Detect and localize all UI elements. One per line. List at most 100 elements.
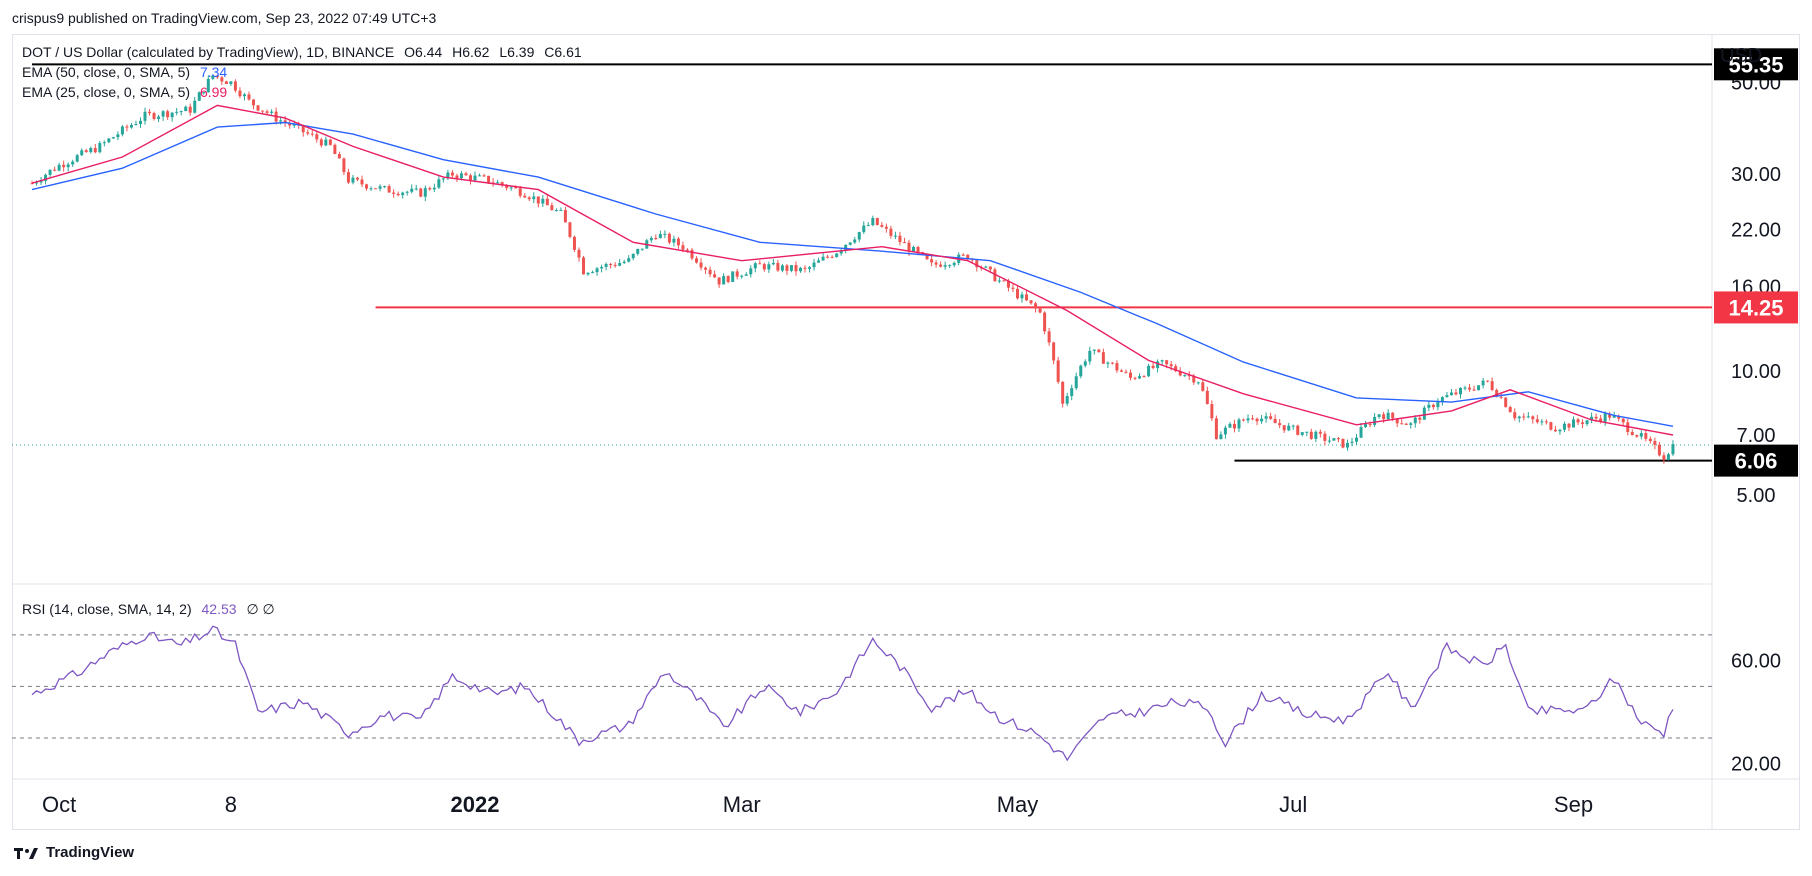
ema25-label: EMA (25, close, 0, SMA, 5): [22, 84, 191, 100]
time-tick-label: Jul: [1279, 792, 1307, 817]
candle-body: [744, 274, 748, 276]
candle-body: [1499, 396, 1503, 398]
price-pane[interactable]: [12, 63, 1712, 464]
candle-body: [35, 182, 39, 184]
candle-body: [663, 233, 667, 235]
candle-body: [853, 239, 857, 243]
candle-body: [934, 262, 938, 265]
candle-body: [66, 164, 70, 168]
candle-body: [952, 262, 956, 266]
candle-body: [550, 205, 554, 211]
ema25-line[interactable]: [31, 104, 1674, 436]
rsi-value: 42.53: [201, 601, 237, 617]
candle-body: [1323, 433, 1327, 441]
candle-body: [387, 186, 391, 193]
candle-body: [1138, 376, 1142, 379]
candle-body: [523, 195, 527, 198]
candle-body: [116, 134, 120, 138]
time-tick-label: Mar: [723, 792, 761, 817]
candle-body: [572, 236, 576, 250]
candle-body: [1373, 416, 1377, 425]
candle-body: [1359, 427, 1363, 438]
candle-body: [1043, 312, 1047, 332]
candle-body: [107, 138, 111, 143]
footer-brand[interactable]: TradingView: [14, 844, 134, 861]
ema25-legend[interactable]: EMA (25, close, 0, SMA, 5) 6.99: [22, 83, 227, 101]
candle-body: [627, 258, 631, 262]
candle-body: [175, 111, 179, 113]
candle-body: [699, 262, 703, 268]
candle-body: [826, 256, 830, 258]
candle-body: [1409, 423, 1413, 425]
level-badge-1[interactable]: [1714, 291, 1798, 324]
candle-body: [1458, 387, 1462, 395]
candle-body: [762, 264, 766, 270]
candle-body: [667, 233, 671, 243]
rsi-legend[interactable]: RSI (14, close, SMA, 14, 2) 42.53 ∅ ∅: [22, 600, 275, 618]
candle-body: [1178, 371, 1182, 376]
candle-body: [1305, 431, 1309, 433]
candle-body: [1427, 404, 1431, 408]
candle-body: [1526, 416, 1530, 418]
candle-body: [365, 184, 369, 189]
candle-body: [211, 75, 215, 79]
candle-body: [346, 172, 350, 183]
candle-body: [1070, 388, 1074, 396]
rsi-pane[interactable]: [12, 625, 1712, 762]
candle-body: [893, 235, 897, 237]
candle-body: [1463, 387, 1467, 389]
candle-body: [1151, 365, 1155, 369]
candle-body: [202, 92, 206, 94]
candle-body: [1128, 372, 1132, 378]
candle-body: [1495, 390, 1499, 397]
candles[interactable]: [30, 75, 1675, 464]
currency-label[interactable]: USD: [1720, 45, 1762, 67]
candle-body: [1621, 418, 1625, 423]
candle-body: [582, 257, 586, 275]
level-badge-0[interactable]: [1714, 48, 1798, 81]
candle-body: [1002, 280, 1006, 282]
level-badge-2[interactable]: [1714, 444, 1798, 477]
candle-body: [1666, 454, 1670, 461]
candle-body: [735, 271, 739, 277]
candle-body: [862, 225, 866, 233]
candle-body: [554, 210, 558, 212]
ema50-value: 7.34: [199, 64, 228, 80]
candle-body: [1562, 423, 1566, 430]
candle-body: [988, 266, 992, 270]
candle-body: [835, 253, 839, 258]
candle-body: [1572, 419, 1576, 428]
candle-body: [464, 173, 468, 176]
candle-body: [1418, 417, 1422, 420]
candle-body: [527, 197, 531, 200]
candle-body: [758, 263, 762, 265]
candle-body: [717, 277, 721, 285]
candle-body: [997, 280, 1001, 282]
close-value: C6.61: [544, 44, 582, 60]
candle-body: [1481, 380, 1485, 386]
candle-body: [1341, 438, 1345, 448]
candle-body: [875, 218, 879, 225]
candle-body: [265, 111, 269, 113]
candle-body: [613, 264, 617, 266]
ema50-line[interactable]: [31, 121, 1674, 427]
candle-body: [884, 226, 888, 229]
candle-body: [1336, 438, 1340, 440]
price-tick-label: 5.00: [1737, 485, 1776, 507]
candle-body: [1644, 433, 1648, 439]
ema50-legend[interactable]: EMA (50, close, 0, SMA, 5) 7.34: [22, 63, 227, 81]
candle-body: [1603, 413, 1607, 422]
candle-body: [30, 183, 34, 185]
candle-body: [161, 111, 165, 117]
candle-body: [152, 113, 156, 119]
high-value: H6.62: [452, 44, 490, 60]
candle-body: [798, 267, 802, 272]
candle-body: [1612, 415, 1616, 418]
candle-body: [143, 111, 147, 121]
candle-body: [1047, 331, 1051, 343]
rsi-line[interactable]: [31, 625, 1674, 762]
candle-body: [233, 81, 237, 91]
symbol-legend[interactable]: DOT / US Dollar (calculated by TradingVi…: [22, 43, 582, 61]
candle-body: [1535, 419, 1539, 423]
candle-body: [1061, 381, 1065, 404]
